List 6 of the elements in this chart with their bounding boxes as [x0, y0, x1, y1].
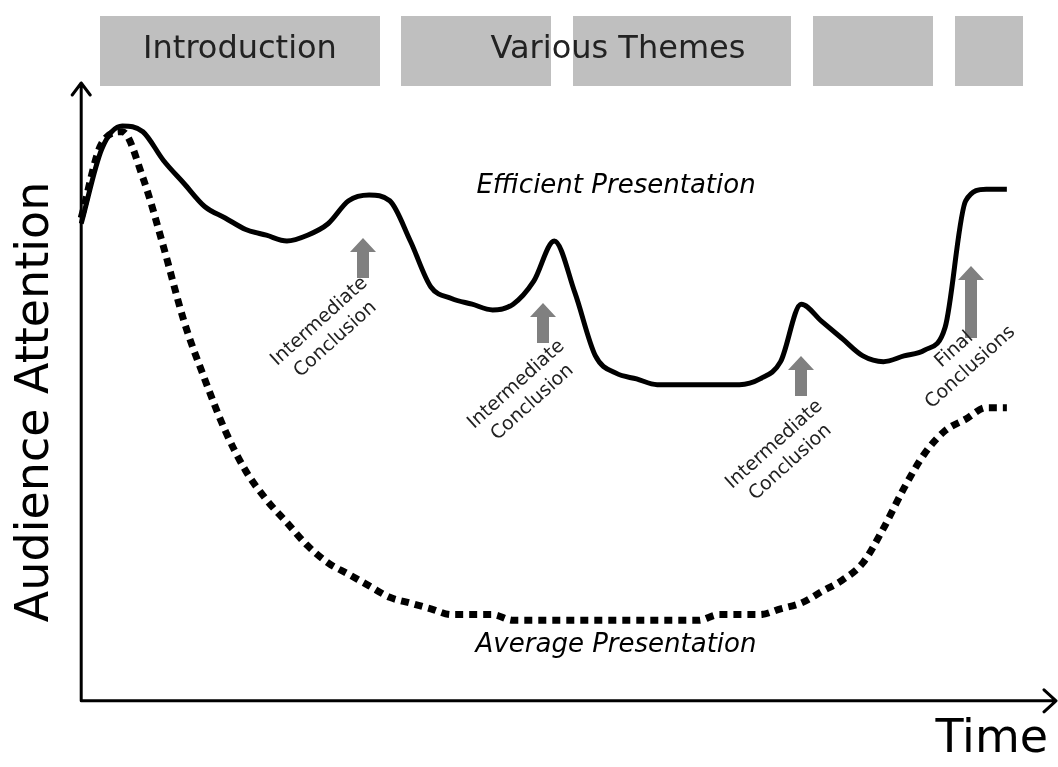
text: Various Themes: [489, 28, 747, 66]
series-label: Average Presentation: [473, 627, 757, 658]
text: Introduction: [142, 28, 338, 66]
text: Efficient Presentation: [476, 168, 756, 199]
x-axis-title: Time: [934, 709, 1048, 764]
y-axis-title: Audience Attention: [4, 181, 59, 623]
